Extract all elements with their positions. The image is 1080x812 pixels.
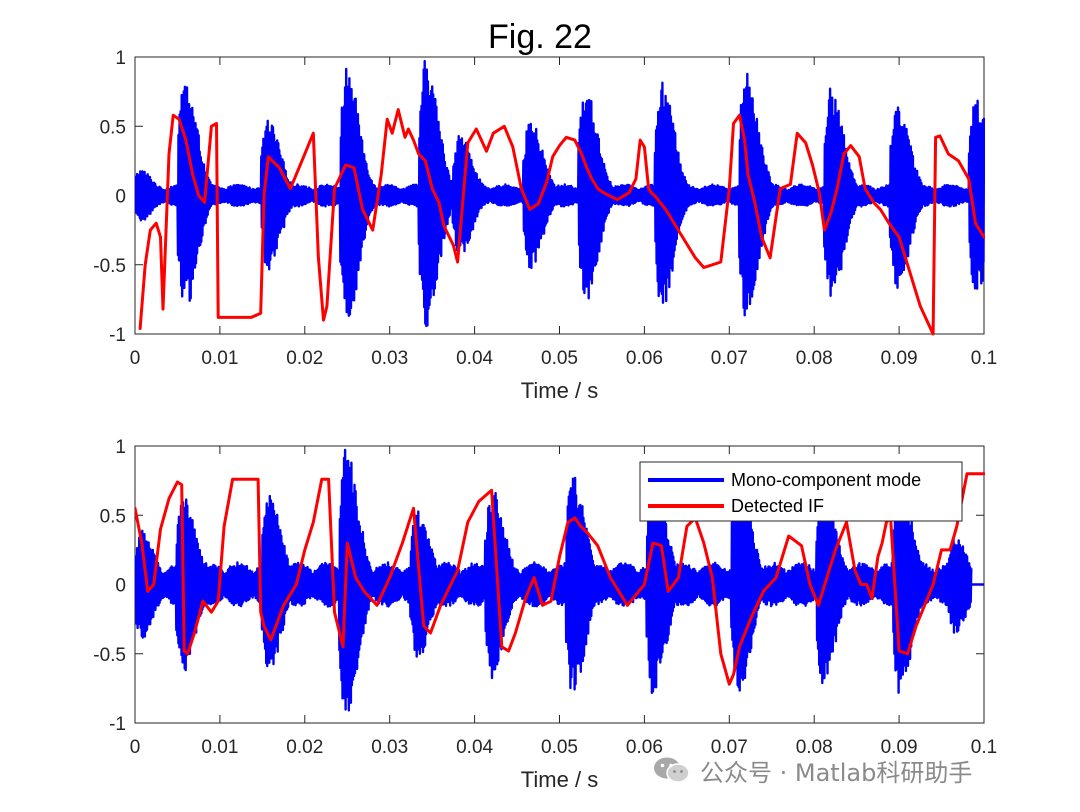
top-axes: 0 0.01 0.02 0.03 0.04 0.05 0.06 0.07 0.08 0.09 0.1…: [93, 48, 997, 403]
x-axis-label-1: Time / s: [521, 767, 598, 792]
bottom-axes: 0 0.01 0.02 0.03 0.04 0.05 0.06 0.07 0.08 0.09 0.1…: [93, 437, 997, 792]
legend: Mono-component mode Detected IF: [639, 461, 963, 522]
legend-box: [639, 461, 963, 522]
y-tick-label-1-1: -0.5: [93, 645, 126, 666]
x-tick-label-1-2: 0.02: [286, 737, 323, 758]
x-tick-label-1-3: 0.03: [371, 737, 408, 758]
series-if-0: [138, 108, 985, 336]
x-tick-label-1-10: 0.1: [971, 737, 997, 758]
series-mode-0: [135, 59, 985, 328]
x-axis-label-0: Time / s: [521, 378, 598, 403]
x-tick-label-0-5: 0.05: [541, 348, 578, 369]
x-tick-label-1-5: 0.05: [541, 737, 578, 758]
y-tick-label-1-4: 1: [115, 437, 126, 458]
x-tick-label-0-2: 0.02: [286, 348, 323, 369]
x-tick-label-0-0: 0: [130, 348, 141, 369]
x-tick-label-0-8: 0.08: [796, 348, 833, 369]
y-tick-label-0-1: -0.5: [93, 256, 126, 277]
legend-entry-0: Mono-component mode: [731, 470, 921, 490]
y-tick-label-0-3: 0.5: [100, 117, 126, 138]
x-tick-label-1-6: 0.06: [626, 737, 663, 758]
series-mode-1: [135, 448, 984, 712]
x-tick-label-1-7: 0.07: [711, 737, 748, 758]
x-tick-label-0-9: 0.09: [881, 348, 918, 369]
y-tick-label-1-0: -1: [109, 714, 126, 735]
plot-area-0: [135, 59, 985, 336]
legend-entry-1: Detected IF: [731, 496, 824, 516]
x-tick-label-0-6: 0.06: [626, 348, 663, 369]
x-tick-label-0-7: 0.07: [711, 348, 748, 369]
x-tick-label-0-3: 0.03: [371, 348, 408, 369]
watermark: 公众号 · Matlab科研助手: [652, 752, 972, 788]
x-tick-label-0-1: 0.01: [201, 348, 238, 369]
x-tick-label-1-8: 0.08: [796, 737, 833, 758]
x-tick-label-1-0: 0: [130, 737, 141, 758]
x-tick-label-0-4: 0.04: [456, 348, 493, 369]
watermark-text: 公众号 · Matlab科研助手: [700, 758, 973, 787]
wechat-icon: [654, 757, 690, 783]
figure-title: Fig. 22: [488, 18, 592, 56]
y-tick-label-1-3: 0.5: [100, 506, 126, 527]
x-tick-label-0-10: 0.1: [971, 348, 997, 369]
x-tick-label-1-1: 0.01: [201, 737, 238, 758]
plot-area-1: [135, 448, 985, 712]
series-if-1: [135, 472, 985, 686]
x-tick-label-1-4: 0.04: [456, 737, 493, 758]
y-tick-label-0-4: 1: [115, 48, 126, 69]
y-tick-label-0-2: 0: [115, 187, 126, 208]
y-tick-label-1-2: 0: [115, 576, 126, 597]
x-tick-label-1-9: 0.09: [881, 737, 918, 758]
y-tick-label-0-0: -1: [109, 325, 126, 346]
